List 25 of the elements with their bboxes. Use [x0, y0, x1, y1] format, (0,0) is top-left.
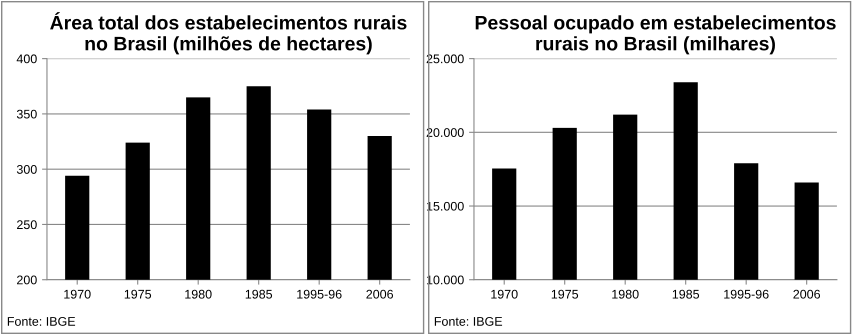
x-tick-label: 2006	[793, 290, 820, 299]
x-tick-label: 1975	[124, 290, 152, 299]
y-tick-label: 20.000	[426, 128, 464, 137]
source-note: Fonte: IBGE	[434, 316, 502, 326]
y-tick-label: 300	[16, 164, 37, 174]
y-tick-label: 10.000	[426, 276, 464, 284]
x-tick-label: 1985	[246, 290, 272, 299]
x-tick-label: 2006	[366, 290, 394, 299]
source-note: Fonte: IBGE	[8, 316, 76, 326]
y-tick-label: 350	[16, 110, 37, 119]
x-tick-label: 1970	[64, 290, 91, 299]
x-tick-label: 1980	[612, 290, 639, 299]
x-tick-label: 1975	[552, 290, 578, 299]
x-tick-label: 1995-96	[724, 290, 769, 299]
chart-title: Área total dos estabelecimentos rurais no Brasil (milhões de hectares)	[50, 12, 407, 54]
y-tick-label: 15.000	[426, 202, 464, 211]
y-tick-label: 25.000	[426, 54, 464, 64]
chart-title: Pessoal ocupado em estabelecimentos rurais no Brasil (milhares)	[476, 15, 836, 54]
x-tick-label: 1980	[185, 290, 212, 299]
y-tick-label: 200	[17, 276, 37, 284]
x-tick-label: 1995-96	[297, 290, 342, 299]
x-tick-label: 1985	[672, 290, 700, 299]
y-tick-label: 250	[17, 220, 37, 230]
x-tick-label: 1970	[491, 290, 518, 299]
y-tick-label: 400	[16, 54, 37, 64]
